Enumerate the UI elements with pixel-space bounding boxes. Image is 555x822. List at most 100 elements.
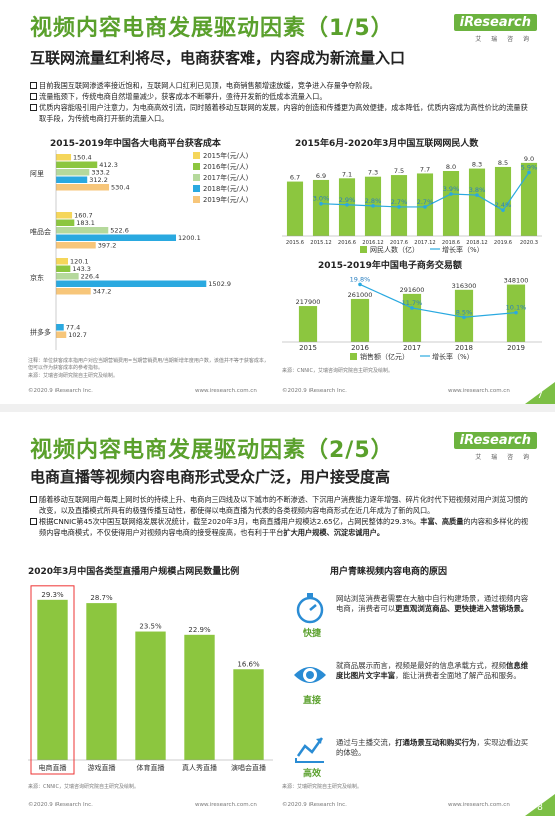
legend-swatch	[193, 163, 200, 170]
data-label: 77.4	[66, 324, 80, 332]
data-label: 23.5%	[139, 623, 162, 631]
data-label: 8.0	[446, 163, 456, 171]
footer-url: www.iresearch.com.cn	[448, 388, 510, 394]
bar	[56, 219, 75, 226]
page-title: 视频内容电商发展驱动因素（2/5）	[30, 438, 394, 463]
live-users-chart: 29.3% 电商直播 28.7% 游戏直播 23.5% 体育直播 22.9% 真人秀直播 16.…	[28, 585, 273, 775]
bullet-item: 根据CNNIC第45次中国互联网络发展状况统计，截至2020年3月，电商直播用户…	[30, 516, 530, 538]
reason-text-part: 就商品展示而言，视频是最好的信息承载方式，视频	[336, 661, 506, 670]
chart-title-ecommerce: 2015-2019年中国电子商务交易额	[318, 261, 462, 271]
reason-label: 快捷	[302, 629, 321, 639]
page-subtitle: 电商直播等视频内容电商形式受众广泛，用户接受度高	[30, 468, 391, 486]
growth-label: 2.8%	[365, 197, 382, 205]
bar	[56, 265, 71, 272]
bullet-text: 的内容和多样化的视频内容电商模式，不仅使得用户对视频内容电商的接受程度高，也有利…	[39, 517, 529, 537]
tick-label: 2020.3	[520, 240, 538, 246]
data-label: 226.4	[81, 273, 100, 281]
category-label: 京东	[30, 273, 44, 282]
bar	[56, 212, 73, 219]
growth-label: 2.4%	[495, 201, 512, 209]
bar	[350, 298, 370, 342]
bar	[442, 171, 460, 236]
growth-label: 5.9%	[521, 163, 538, 171]
reason-text-part: 通过与主播交流，	[336, 738, 396, 747]
data-label: 530.4	[111, 184, 130, 192]
growth-label: 2.7%	[391, 198, 408, 206]
bar	[233, 669, 264, 760]
data-label: 347.2	[93, 288, 112, 296]
bar	[56, 161, 98, 168]
slide-page-8: 视频内容电商发展驱动因素（2/5） iResearch 艾 瑞 咨 询 电商直播…	[0, 412, 555, 816]
category-label: 阿里	[30, 169, 44, 178]
tick-label: 2018	[455, 344, 473, 352]
data-label: 22.9%	[188, 626, 211, 634]
data-label: 7.3	[368, 169, 378, 177]
page-number: 7	[525, 382, 555, 404]
tick-label: 2018.6	[442, 240, 460, 246]
bullet-list: 随着移动互联网用户每周上网时长的持续上升、电商向三四线及以下城市的不断渗透、下沉…	[30, 494, 530, 538]
data-label: 1200.1	[178, 234, 201, 242]
reason-text: 网站浏览消费者需要在大脑中自行构建场景，通过视频内容电商，消费者可以更直观浏览商…	[336, 594, 531, 614]
legend-swatch	[360, 246, 367, 253]
bar	[56, 169, 90, 176]
tick-label: 2016.12	[362, 240, 383, 246]
legend-swatch	[193, 196, 200, 203]
bullet-highlight: 扩大用户规模、沉淀忠诚用户。	[283, 528, 385, 537]
bar	[520, 162, 538, 236]
tick-label: 2017.6	[390, 240, 408, 246]
growth-point	[449, 192, 453, 196]
data-label: 312.2	[89, 176, 108, 184]
growth-label: 2.9%	[339, 196, 356, 204]
slide-page-7: 视频内容电商发展驱动因素（1/5） iResearch 艾 瑞 咨 询 互联网流…	[0, 0, 555, 404]
bullet-item: 流量瓶颈下，传统电商自然增量减少，获客成本不断攀升，亟待开发新的低成本流量入口。	[30, 91, 530, 102]
growth-point	[423, 205, 427, 209]
bar	[56, 258, 69, 265]
tick-label: 体育直播	[137, 763, 165, 772]
bullet-item: 目前我国互联网渗透率接近饱和，互联网人口红利已见顶，电商销售额增速放缓，竞争进入…	[30, 80, 530, 91]
legend-swatch	[193, 152, 200, 159]
tick-label: 2015.12	[310, 240, 331, 246]
iresearch-logo: iResearch	[453, 432, 537, 449]
highlight-box	[30, 585, 75, 775]
growth-point	[410, 306, 414, 310]
data-label: 29.3%	[41, 591, 64, 599]
tick-label: 2015.6	[286, 240, 304, 246]
data-label: 8.5	[498, 159, 508, 167]
data-label: 522.6	[110, 227, 129, 235]
reasons-title: 用户青睐视频内容电商的原因	[330, 567, 448, 577]
data-label: 102.7	[68, 331, 87, 339]
data-label: 143.3	[72, 265, 91, 273]
legend-swatch	[193, 185, 200, 192]
bar	[338, 178, 356, 236]
footer-url: www.iresearch.com.cn	[195, 802, 257, 808]
growth-point	[462, 315, 466, 320]
reason-text: 通过与主播交流，打通场景互动和购买行为，实现边看边买的体验。	[336, 738, 531, 758]
reason-text-highlight: 信息维度比图片文字丰富	[336, 661, 529, 680]
data-label: 397.2	[98, 242, 117, 250]
bar	[56, 324, 64, 331]
growth-point	[501, 208, 505, 212]
data-label: 291600	[400, 286, 425, 294]
bar	[56, 280, 207, 287]
chart-source: 来源：艾瑞咨询研究院自主研究及绘制。	[28, 373, 119, 379]
bar	[56, 242, 96, 249]
bar	[416, 173, 434, 236]
legend-label: 增长率（%）	[432, 352, 474, 361]
growth-label: 11.7%	[402, 299, 423, 307]
data-label: 261000	[348, 291, 373, 299]
footer-url: www.iresearch.com.cn	[195, 388, 257, 394]
bar	[56, 176, 88, 183]
growth-label: 3.8%	[469, 186, 486, 194]
footer-copyright: ©2020.9 iResearch Inc.	[282, 802, 347, 808]
bar	[56, 234, 177, 241]
bar	[494, 166, 512, 236]
bar	[56, 184, 110, 191]
growth-point	[397, 205, 401, 209]
legend-label: 2016年(元/人)	[203, 162, 249, 171]
growth-point	[358, 282, 362, 287]
growth-line	[359, 283, 517, 318]
bullet-item: 优质内容能吸引用户注意力，为电商高效引流，同时随着移动互联网的发展，内容的创造和…	[30, 102, 530, 124]
bar	[56, 154, 72, 161]
data-label: 316300	[452, 282, 477, 290]
data-label: 333.2	[91, 169, 110, 177]
